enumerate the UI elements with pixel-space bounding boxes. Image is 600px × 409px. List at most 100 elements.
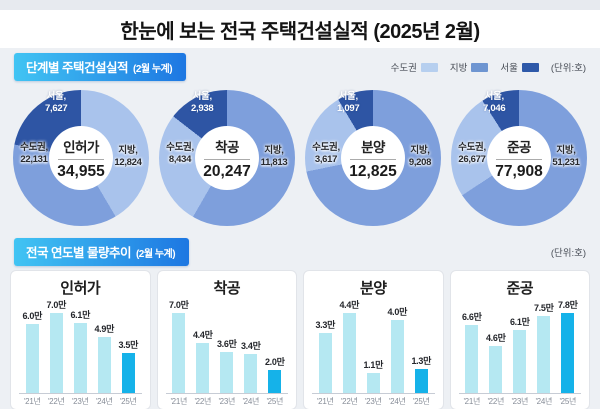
bar-column: 7.0만 (45, 298, 68, 393)
bar (465, 325, 479, 393)
bar-column: 4.9만 (93, 322, 116, 393)
bar-column: 3.5만 (117, 338, 140, 393)
x-axis-label: '22년 (194, 397, 212, 406)
bar-value-label: 6.1만 (70, 310, 91, 320)
bar (513, 330, 527, 393)
bar-value-label: 3.6만 (216, 339, 237, 349)
donut-label-sudogwon: 수도권, 22,131 (7, 142, 61, 167)
bar (97, 337, 111, 393)
bar (25, 324, 39, 393)
slice-value: 26,677 (458, 153, 486, 165)
x-axis-label: '22년 (47, 397, 65, 406)
bar-value-label: 4.4만 (192, 330, 213, 340)
slice-label: 지방, (264, 144, 284, 156)
x-axis-label: '25년 (266, 397, 284, 406)
donut-title: 착공 (215, 139, 239, 155)
bar-plot-area: 6.6만 4.6만 6.1만 7.5만 7.8만 (458, 298, 581, 394)
donut-center: 준공 77,908 (487, 126, 551, 190)
slice-label: 수도권, (20, 141, 48, 153)
bar-column: 3.6만 (216, 337, 239, 393)
bar-chart-card: 착공 7.0만 4.4만 3.6만 3.4만 2.0만 '21년 '22년 '23년 '24년 '2… (156, 270, 297, 409)
legend-swatch (521, 62, 539, 72)
bar-value-label: 2.0만 (264, 357, 285, 367)
slice-value: 1,097 (337, 103, 360, 115)
slice-label: 서울, (46, 91, 67, 102)
bar-value-label: 6.1만 (509, 317, 530, 327)
slice-value: 12,824 (114, 156, 142, 168)
bar-value-label: 1.3만 (411, 356, 432, 366)
bar-value-label: 7.0만 (168, 300, 189, 310)
bar-value-label: 1.1만 (363, 360, 384, 370)
bar (196, 343, 210, 393)
title-band: 한눈에 보는 전국 주택건설실적 (2025년 2월) (0, 10, 600, 48)
bar-plot-area: 6.0만 7.0만 6.1만 4.9만 3.5만 (19, 298, 142, 394)
bar-column: 4.0만 (386, 305, 409, 393)
x-axis-label: '24년 (388, 397, 406, 406)
bar-value-label: 3.4만 (240, 341, 261, 351)
bar-chart-card: 인허가 6.0만 7.0만 6.1만 4.9만 3.5만 '21년 '22년 '23년 '24년 '… (10, 270, 151, 409)
donut-label-jibang: 지방, 11,813 (247, 145, 301, 170)
x-axis-label: '21년 (463, 397, 481, 406)
x-axis-labels: '21년 '22년 '23년 '24년 '25년 (166, 396, 289, 407)
donut-label-sudogwon: 수도권, 3,617 (299, 142, 353, 167)
slice-label: 수도권, (312, 141, 340, 153)
x-axis-label: '25년 (559, 397, 577, 406)
bar-value-label: 4.0만 (387, 307, 408, 317)
section1-header-label: 단계별 주택건설실적 (26, 61, 128, 75)
donut-label-sudogwon: 수도권, 26,677 (445, 142, 499, 167)
slice-label: 지방, (410, 144, 430, 156)
section2-unit-label: (단위:호) (550, 248, 586, 259)
bar (220, 352, 234, 393)
legend: 수도권 지방 서울 (단위:호) (391, 60, 586, 74)
bar (342, 313, 356, 393)
section1-unit-label: (단위:호) (550, 63, 586, 74)
section2-header-row: 전국 연도별 물량추이 (2월 누계) (단위:호) (14, 238, 586, 266)
slice-value: 3,617 (314, 153, 338, 165)
x-axis-label: '25년 (119, 397, 137, 406)
page-title: 한눈에 보는 전국 주택건설실적 (2025년 2월) (120, 20, 480, 43)
donut-divider (204, 158, 250, 160)
bar (318, 333, 332, 393)
legend-item: 서울 (500, 60, 539, 74)
bar (244, 354, 258, 393)
slice-value: 51,231 (552, 156, 580, 168)
section2-header-sub: (2월 누계) (135, 249, 176, 260)
bar-column: 4.4만 (192, 328, 215, 393)
bar-plot-area: 7.0만 4.4만 3.6만 3.4만 2.0만 (165, 298, 288, 394)
slice-value: 7,046 (483, 103, 506, 115)
donut-divider (496, 158, 542, 160)
bar-column: 7.0만 (168, 298, 191, 393)
bar-column: 6.1만 (69, 308, 92, 393)
bar-value-label: 7.5만 (533, 303, 554, 313)
section1-header-row: 단계별 주택건설실적 (2월 누계) 수도권 지방 서울 (단위:호) (14, 53, 586, 81)
x-axis-label: '23년 (71, 397, 89, 406)
bar (489, 346, 503, 393)
legend-item: 지방 (450, 60, 489, 74)
bar-column: 2.0만 (264, 355, 287, 393)
top-strip (0, 0, 600, 10)
section2-header: 전국 연도별 물량추이 (2월 누계) (14, 238, 190, 266)
donut-chart: 착공 20,247 서울, 2,938 수도권, 8,434 지방, 11,813 (154, 83, 300, 233)
x-axis-labels: '21년 '22년 '23년 '24년 '25년 (312, 396, 435, 407)
slice-label: 서울, (484, 91, 505, 102)
bar (172, 313, 186, 393)
bar (561, 313, 575, 393)
bar-value-label: 6.0만 (22, 311, 43, 321)
bar (390, 320, 404, 393)
bar (414, 369, 428, 393)
slice-value: 7,627 (45, 103, 68, 115)
donut-chart: 준공 77,908 서울, 7,046 수도권, 26,677 지방, 51,231 (446, 83, 592, 233)
x-axis-label: '23년 (218, 397, 236, 406)
donut-label-seoul: 서울, 1,097 (300, 91, 396, 116)
legend-label: 수도권 (390, 63, 417, 74)
section2-header-label: 전국 연도별 물량추이 (26, 246, 131, 260)
bar-column: 1.1만 (362, 358, 385, 393)
donut-label-jibang: 지방, 51,231 (539, 145, 593, 170)
donut-title: 인허가 (63, 139, 99, 155)
slice-label: 수도권, (458, 141, 486, 153)
x-axis-label: '22년 (340, 397, 358, 406)
bar-column: 4.4만 (338, 298, 361, 393)
donut-divider (58, 158, 104, 160)
bar-chart-card: 준공 6.6만 4.6만 6.1만 7.5만 7.8만 '21년 '22년 '23년 '24년 '2… (449, 270, 590, 409)
x-axis-label: '21년 (170, 397, 188, 406)
